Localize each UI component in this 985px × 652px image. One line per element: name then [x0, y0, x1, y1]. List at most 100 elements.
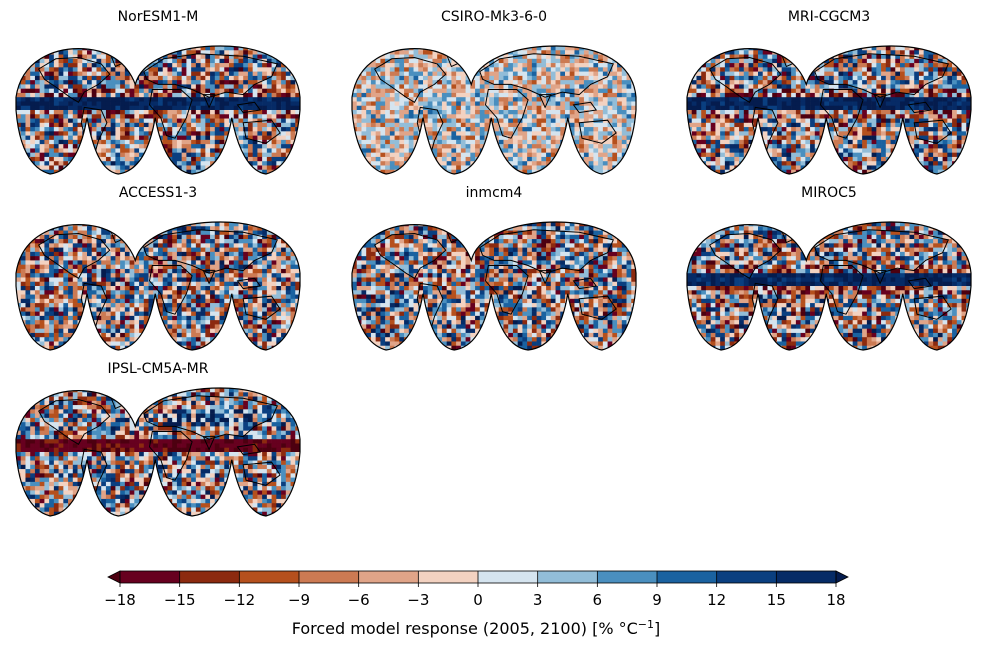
coastline: [578, 119, 617, 144]
response-field: [16, 222, 300, 350]
map-panel: MRI-CGCM3: [686, 9, 972, 175]
colorbar-tick-label: −15: [164, 591, 196, 609]
response-field: [687, 46, 971, 174]
colorbar-label: Forced model response (2005, 2100) [% °C…: [292, 618, 661, 638]
response-field: [352, 46, 636, 174]
coastline: [242, 119, 281, 144]
response-field: [16, 46, 300, 174]
map-title: MIROC5: [801, 185, 857, 201]
colorbar-segment: [299, 571, 359, 583]
coastline: [484, 89, 529, 139]
map-outline: [15, 387, 301, 517]
coastline: [819, 265, 864, 315]
colorbar-extend-low: [107, 570, 121, 584]
map-panel: MIROC5: [686, 185, 972, 351]
coastline: [913, 295, 952, 320]
colorbar-segment: [597, 571, 657, 583]
map-title: inmcm4: [466, 185, 523, 201]
coastline: [578, 295, 617, 320]
coastline: [143, 53, 279, 98]
colorbar-tick-label: −3: [407, 591, 429, 609]
map-panel: NorESM1-M: [15, 9, 301, 175]
map-title: IPSL-CM5A-MR: [108, 361, 209, 377]
coastline: [873, 270, 887, 285]
map-outline: [351, 45, 637, 175]
colorbar-tick-label: −6: [348, 591, 370, 609]
colorbar-tick-label: 12: [707, 591, 726, 609]
map-outline: [351, 221, 637, 351]
response-field: [687, 222, 971, 350]
map-outline: [15, 45, 301, 175]
map-title: ACCESS1-3: [119, 185, 197, 201]
coastline: [236, 443, 262, 456]
colorbar-segment: [657, 571, 717, 583]
map-title: MRI-CGCM3: [788, 9, 870, 25]
coastline: [148, 265, 193, 315]
colorbar-segment: [716, 571, 777, 583]
colorbar-tick-label: −18: [104, 591, 136, 609]
map-title: NorESM1-M: [118, 9, 199, 25]
colorbar-segment: [418, 571, 478, 583]
coastline: [148, 89, 193, 139]
coastline: [242, 295, 281, 320]
coastline: [572, 277, 598, 290]
colorbar: −18 −15 −12 −9 −6 −3 0 3 6 9 12 15 18 Forced model r…: [104, 570, 849, 638]
coastline: [148, 431, 193, 481]
coastline: [374, 232, 447, 279]
coastline: [374, 56, 447, 103]
coastline: [907, 101, 933, 114]
coastline: [236, 277, 262, 290]
coastline: [538, 94, 552, 109]
coastline: [202, 94, 216, 109]
coastline: [572, 101, 598, 114]
coastline: [907, 277, 933, 290]
colorbar-tick-label: −9: [288, 591, 310, 609]
colorbar-tick-label: −12: [224, 591, 256, 609]
map-outline: [15, 221, 301, 351]
coastline: [38, 398, 111, 445]
map-outline: [686, 45, 972, 175]
colorbar-tick-label: 0: [473, 591, 483, 609]
colorbar-tick-label: 18: [826, 591, 845, 609]
map-panels: NorESM1-M CSIRO-Mk3-6-0 MRI-CGCM3 ACCESS1-3…: [15, 9, 972, 517]
coastline: [873, 94, 887, 109]
response-field: [16, 388, 300, 516]
map-panel: CSIRO-Mk3-6-0: [351, 9, 637, 175]
coastline: [202, 270, 216, 285]
coastline: [484, 265, 529, 315]
map-panel: IPSL-CM5A-MR: [15, 361, 301, 517]
colorbar-segment: [537, 571, 598, 583]
coastline: [242, 461, 281, 486]
colorbar-tick-label: 3: [533, 591, 543, 609]
colorbar-segment: [776, 571, 836, 583]
map-outline: [686, 221, 972, 351]
coastline: [479, 229, 615, 274]
coastline: [143, 395, 279, 440]
coastline: [479, 53, 615, 98]
response-field: [352, 222, 636, 350]
coastline: [709, 232, 782, 279]
colorbar-segment: [120, 571, 180, 583]
map-panel: ACCESS1-3: [15, 185, 301, 351]
coastline: [538, 270, 552, 285]
colorbar-extend-high: [835, 570, 849, 584]
coastline: [709, 56, 782, 103]
coastline: [143, 229, 279, 274]
coastline: [236, 101, 262, 114]
map-title: CSIRO-Mk3-6-0: [441, 9, 547, 25]
colorbar-segment: [358, 571, 419, 583]
map-panel: inmcm4: [351, 185, 637, 351]
colorbar-ticks: −18 −15 −12 −9 −6 −3 0 3 6 9 12 15 18: [104, 571, 846, 609]
coastline: [38, 232, 111, 279]
colorbar-segment: [239, 571, 299, 583]
colorbar-segment: [179, 571, 240, 583]
coastline: [819, 89, 864, 139]
colorbar-segment: [478, 571, 538, 583]
coastline: [38, 56, 111, 103]
colorbar-tick-label: 9: [652, 591, 662, 609]
coastline: [202, 436, 216, 451]
colorbar-tick-label: 6: [593, 591, 603, 609]
coastline: [913, 119, 952, 144]
coastline: [814, 53, 950, 98]
